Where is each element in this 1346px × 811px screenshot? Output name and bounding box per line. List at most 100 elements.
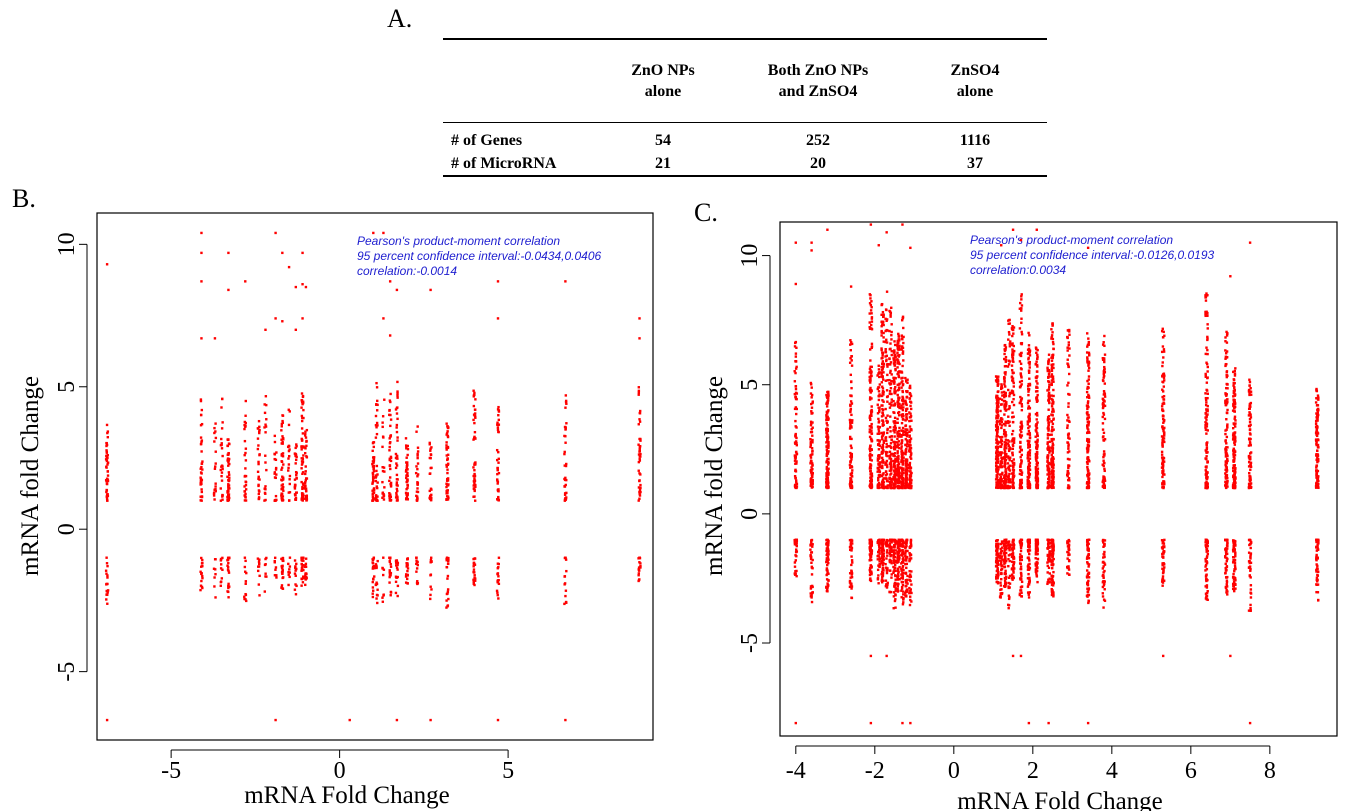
- data-point: [416, 475, 419, 478]
- data-point: [825, 543, 828, 546]
- data-point: [1010, 369, 1014, 372]
- data-point: [996, 384, 999, 387]
- data-point: [565, 422, 568, 425]
- data-point: [906, 413, 909, 416]
- data-point: [906, 378, 909, 381]
- data-point: [1036, 432, 1039, 435]
- data-point: [220, 479, 224, 482]
- data-point: [382, 573, 385, 577]
- data-point: [996, 470, 999, 473]
- data-point: [281, 320, 284, 323]
- data-point: [1003, 365, 1007, 368]
- data-point: [200, 478, 204, 482]
- data-point: [896, 393, 899, 397]
- data-point: [1019, 567, 1023, 571]
- data-point: [1003, 553, 1006, 557]
- data-point: [382, 593, 385, 596]
- data-point: [810, 596, 813, 599]
- data-point: [1008, 596, 1011, 599]
- data-point: [564, 558, 568, 561]
- data-point: [827, 467, 830, 470]
- data-point: [244, 480, 247, 483]
- data-point: [564, 464, 568, 468]
- data-point: [897, 546, 900, 549]
- data-point: [900, 539, 904, 543]
- data-point: [881, 438, 884, 441]
- data-point: [219, 580, 223, 584]
- data-point: [892, 454, 895, 457]
- data-point: [890, 306, 893, 310]
- data-point: [301, 568, 304, 571]
- data-point: [885, 473, 889, 476]
- data-point: [888, 542, 892, 545]
- data-point: [305, 477, 309, 480]
- data-point: [300, 497, 303, 500]
- data-point: [1027, 459, 1030, 463]
- data-point: [293, 487, 297, 490]
- data-point: [371, 561, 374, 564]
- x-tick-label: 6: [1185, 758, 1197, 784]
- data-point: [1003, 549, 1006, 553]
- data-point: [472, 484, 475, 487]
- data-point: [880, 357, 883, 360]
- data-point: [893, 540, 896, 543]
- data-point: [446, 559, 450, 563]
- data-point: [882, 561, 885, 565]
- data-point: [896, 411, 900, 415]
- data-point: [1020, 425, 1023, 429]
- data-point: [388, 399, 392, 402]
- data-point: [273, 560, 276, 563]
- data-point: [416, 495, 419, 498]
- data-point: [416, 446, 420, 449]
- data-point: [896, 400, 900, 404]
- data-point: [472, 389, 475, 392]
- data-point: [381, 425, 384, 429]
- data-point: [638, 497, 641, 500]
- data-point: [214, 489, 217, 493]
- data-point: [274, 231, 277, 235]
- data-point: [1007, 478, 1010, 482]
- data-point: [416, 467, 419, 471]
- data-point: [446, 426, 450, 430]
- data-point: [794, 434, 797, 437]
- data-point: [395, 454, 399, 458]
- data-point: [396, 499, 399, 502]
- data-point: [868, 559, 871, 562]
- data-point: [908, 444, 911, 448]
- data-point: [850, 484, 853, 488]
- data-point: [893, 411, 896, 415]
- data-point: [900, 453, 903, 456]
- data-point: [1003, 451, 1006, 455]
- data-point: [1028, 349, 1032, 352]
- data-point: [428, 496, 431, 500]
- data-point: [888, 363, 891, 366]
- data-point: [445, 448, 448, 451]
- data-point: [892, 379, 896, 383]
- data-point: [446, 588, 450, 591]
- data-point: [1012, 463, 1016, 466]
- data-point: [1000, 540, 1004, 543]
- data-point: [244, 425, 247, 428]
- data-point: [220, 447, 224, 450]
- data-point: [894, 542, 897, 546]
- data-point: [900, 589, 903, 592]
- data-point: [373, 575, 376, 578]
- data-point: [473, 574, 476, 577]
- data-point: [909, 453, 913, 457]
- data-point: [889, 457, 893, 461]
- data-point: [794, 385, 798, 388]
- data-point: [1011, 334, 1014, 338]
- data-point: [1011, 343, 1014, 347]
- data-point: [890, 478, 893, 481]
- data-point: [257, 483, 260, 487]
- data-point: [1019, 589, 1022, 592]
- data-point: [893, 454, 896, 458]
- data-point: [897, 485, 900, 489]
- correlation-annotation: correlation:-0.0014: [357, 264, 457, 278]
- data-point: [304, 487, 308, 490]
- data-point: [1027, 356, 1030, 360]
- data-point: [825, 568, 828, 572]
- data-point: [1005, 447, 1008, 450]
- data-point: [1008, 559, 1011, 563]
- data-point: [827, 446, 830, 449]
